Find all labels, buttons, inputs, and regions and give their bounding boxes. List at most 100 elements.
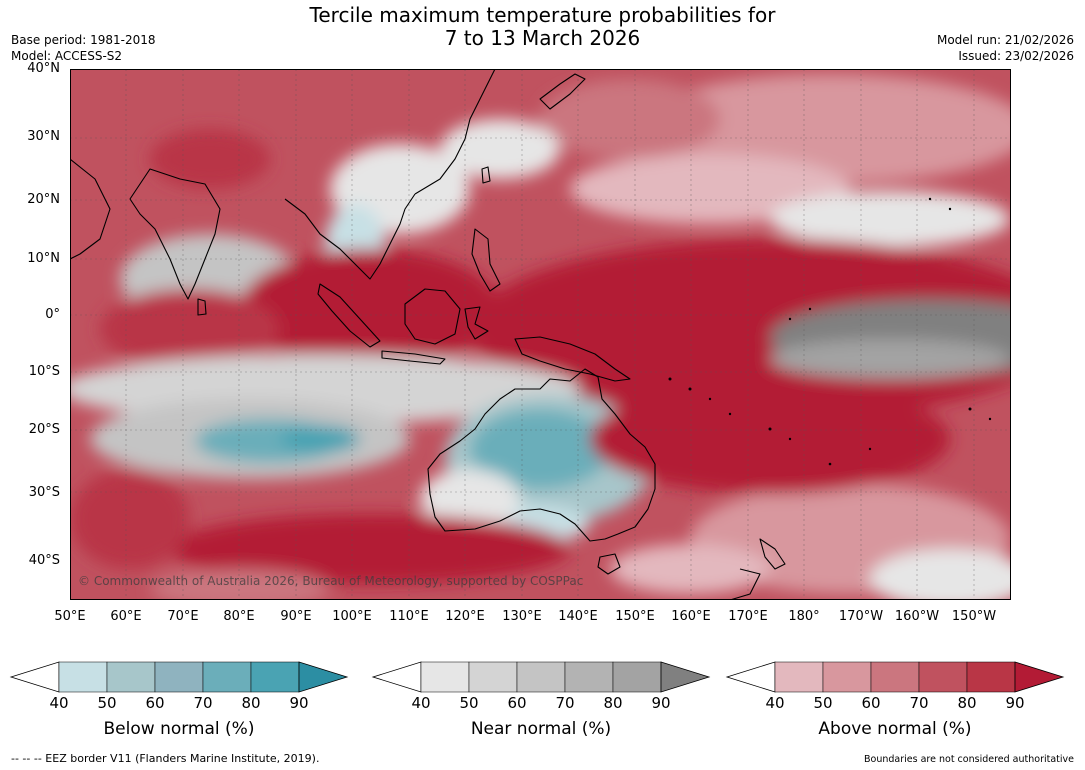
map-frame	[70, 69, 1011, 600]
lon-label-100e: 100°E	[332, 609, 372, 624]
probability-field	[70, 74, 1011, 600]
colorbars	[9, 661, 1065, 693]
sulawesi-coast	[464, 306, 489, 340]
colorbar-tick-label: 50	[97, 694, 117, 712]
china-coast	[414, 69, 496, 195]
colorbar-segment	[822, 661, 872, 693]
new-zealand-south	[729, 568, 761, 600]
colorbar-tick-label: 70	[193, 694, 213, 712]
meta-left: Base period: 1981-2018 Model: ACCESS-S2	[11, 32, 156, 64]
tasmania-coast	[597, 553, 621, 575]
arabia-coast	[70, 158, 111, 260]
footer-boundaries-note: Boundaries are not considered authoritat…	[864, 754, 1074, 765]
colorbar-segment	[420, 661, 470, 693]
colorbar-segment	[58, 661, 108, 693]
lat-label-30s: 30°S	[28, 485, 60, 500]
base-period: Base period: 1981-2018	[11, 33, 156, 47]
india-coast	[129, 168, 221, 300]
colorbar-extend-high	[298, 661, 349, 693]
lon-label-130e: 130°E	[502, 609, 542, 624]
lat-label-40n: 40°N	[27, 61, 60, 76]
new-guinea-coast	[514, 336, 631, 382]
lon-label-110e: 110°E	[389, 609, 429, 624]
lon-label-120e: 120°E	[445, 609, 485, 624]
lon-label-140e: 140°E	[558, 609, 598, 624]
gridlines	[70, 69, 1011, 600]
lon-label-50e: 50°E	[54, 609, 86, 624]
sri-lanka-coast	[197, 298, 207, 316]
title-line-2: 7 to 13 March 2026	[444, 26, 641, 50]
colorbar-extend-low	[725, 661, 776, 693]
colorbar-segment	[250, 661, 300, 693]
colorbar-segment	[870, 661, 920, 693]
lon-label-180: 180°	[788, 609, 820, 624]
model-run: Model run: 21/02/2026	[936, 33, 1074, 47]
copyright-text: © Commonwealth of Australia 2026, Bureau…	[78, 574, 584, 588]
meta-right: Model run: 21/02/2026 Issued: 23/02/2026	[937, 32, 1074, 64]
indochina-coast	[284, 193, 416, 280]
lon-label-170e: 170°E	[728, 609, 768, 624]
lon-label-150e: 150°E	[615, 609, 655, 624]
philippines-coast	[471, 228, 501, 292]
footer-eez-note: -- -- -- EEZ border V11 (Flanders Marine…	[11, 752, 320, 765]
colorbar-title-below: Below normal (%)	[103, 719, 255, 739]
issued-date: Issued: 23/02/2026	[958, 49, 1074, 63]
colorbar-tick-label: 50	[813, 694, 833, 712]
colorbar-above-normal	[725, 661, 1065, 693]
colorbar-segment	[516, 661, 566, 693]
lon-label-90e: 90°E	[280, 609, 312, 624]
map-title: Tercile maximum temperature probabilitie…	[0, 4, 1085, 50]
colorbar-extend-high	[1014, 661, 1065, 693]
colorbar-segment	[564, 661, 614, 693]
colorbar-tick-label: 80	[957, 694, 977, 712]
lat-label-10s: 10°S	[28, 364, 60, 379]
colorbar-segment	[202, 661, 252, 693]
lat-label-20s: 20°S	[28, 422, 60, 437]
colorbar-tick-label: 90	[289, 694, 309, 712]
colorbar-segment	[468, 661, 518, 693]
lat-label-20n: 20°N	[27, 192, 60, 207]
title-line-1: Tercile maximum temperature probabilitie…	[309, 3, 776, 27]
lat-label-eq: 0°	[45, 307, 60, 322]
lon-label-160e: 160°E	[671, 609, 711, 624]
colorbar-tick-label: 60	[507, 694, 527, 712]
colorbar-tick-label: 60	[861, 694, 881, 712]
colorbar-below-normal	[9, 661, 349, 693]
colorbar-near-normal	[371, 661, 711, 693]
colorbar-title-above: Above normal (%)	[818, 719, 972, 739]
japan-coast	[539, 73, 586, 110]
colorbar-tick-label: 80	[241, 694, 261, 712]
lat-label-10n: 10°N	[27, 251, 60, 266]
colorbar-tick-label: 50	[459, 694, 479, 712]
lon-label-60e: 60°E	[110, 609, 142, 624]
colorbar-segment	[774, 661, 824, 693]
pacific-islands	[668, 197, 992, 466]
australia-coast	[427, 368, 656, 542]
borneo-coast	[404, 288, 461, 345]
colorbar-tick-label: 90	[651, 694, 671, 712]
colorbar-tick-label: 40	[411, 694, 431, 712]
colorbar-tick-label: 80	[603, 694, 623, 712]
colorbar-segment	[918, 661, 968, 693]
colorbar-title-near: Near normal (%)	[470, 719, 612, 739]
colorbar-tick-label: 40	[765, 694, 785, 712]
probability-map	[70, 69, 1011, 600]
colorbar-extend-low	[371, 661, 422, 693]
lon-label-150w: 150°W	[951, 609, 997, 624]
model-name: Model: ACCESS-S2	[11, 49, 123, 63]
colorbar-tick-label: 90	[1005, 694, 1025, 712]
colorbar-extend-low	[9, 661, 60, 693]
lon-label-160w: 160°W	[894, 609, 940, 624]
colorbar-tick-label: 70	[555, 694, 575, 712]
new-zealand-north	[759, 538, 786, 570]
lon-label-170w: 170°W	[838, 609, 884, 624]
sumatra-coast	[317, 283, 381, 348]
coastlines	[70, 69, 786, 600]
colorbar-tick-label: 40	[49, 694, 69, 712]
colorbar-segment	[154, 661, 204, 693]
taiwan-coast	[481, 166, 491, 184]
colorbar-extend-high	[660, 661, 711, 693]
colorbar-segment	[612, 661, 662, 693]
lat-label-40s: 40°S	[28, 553, 60, 568]
java-coast	[381, 350, 446, 365]
